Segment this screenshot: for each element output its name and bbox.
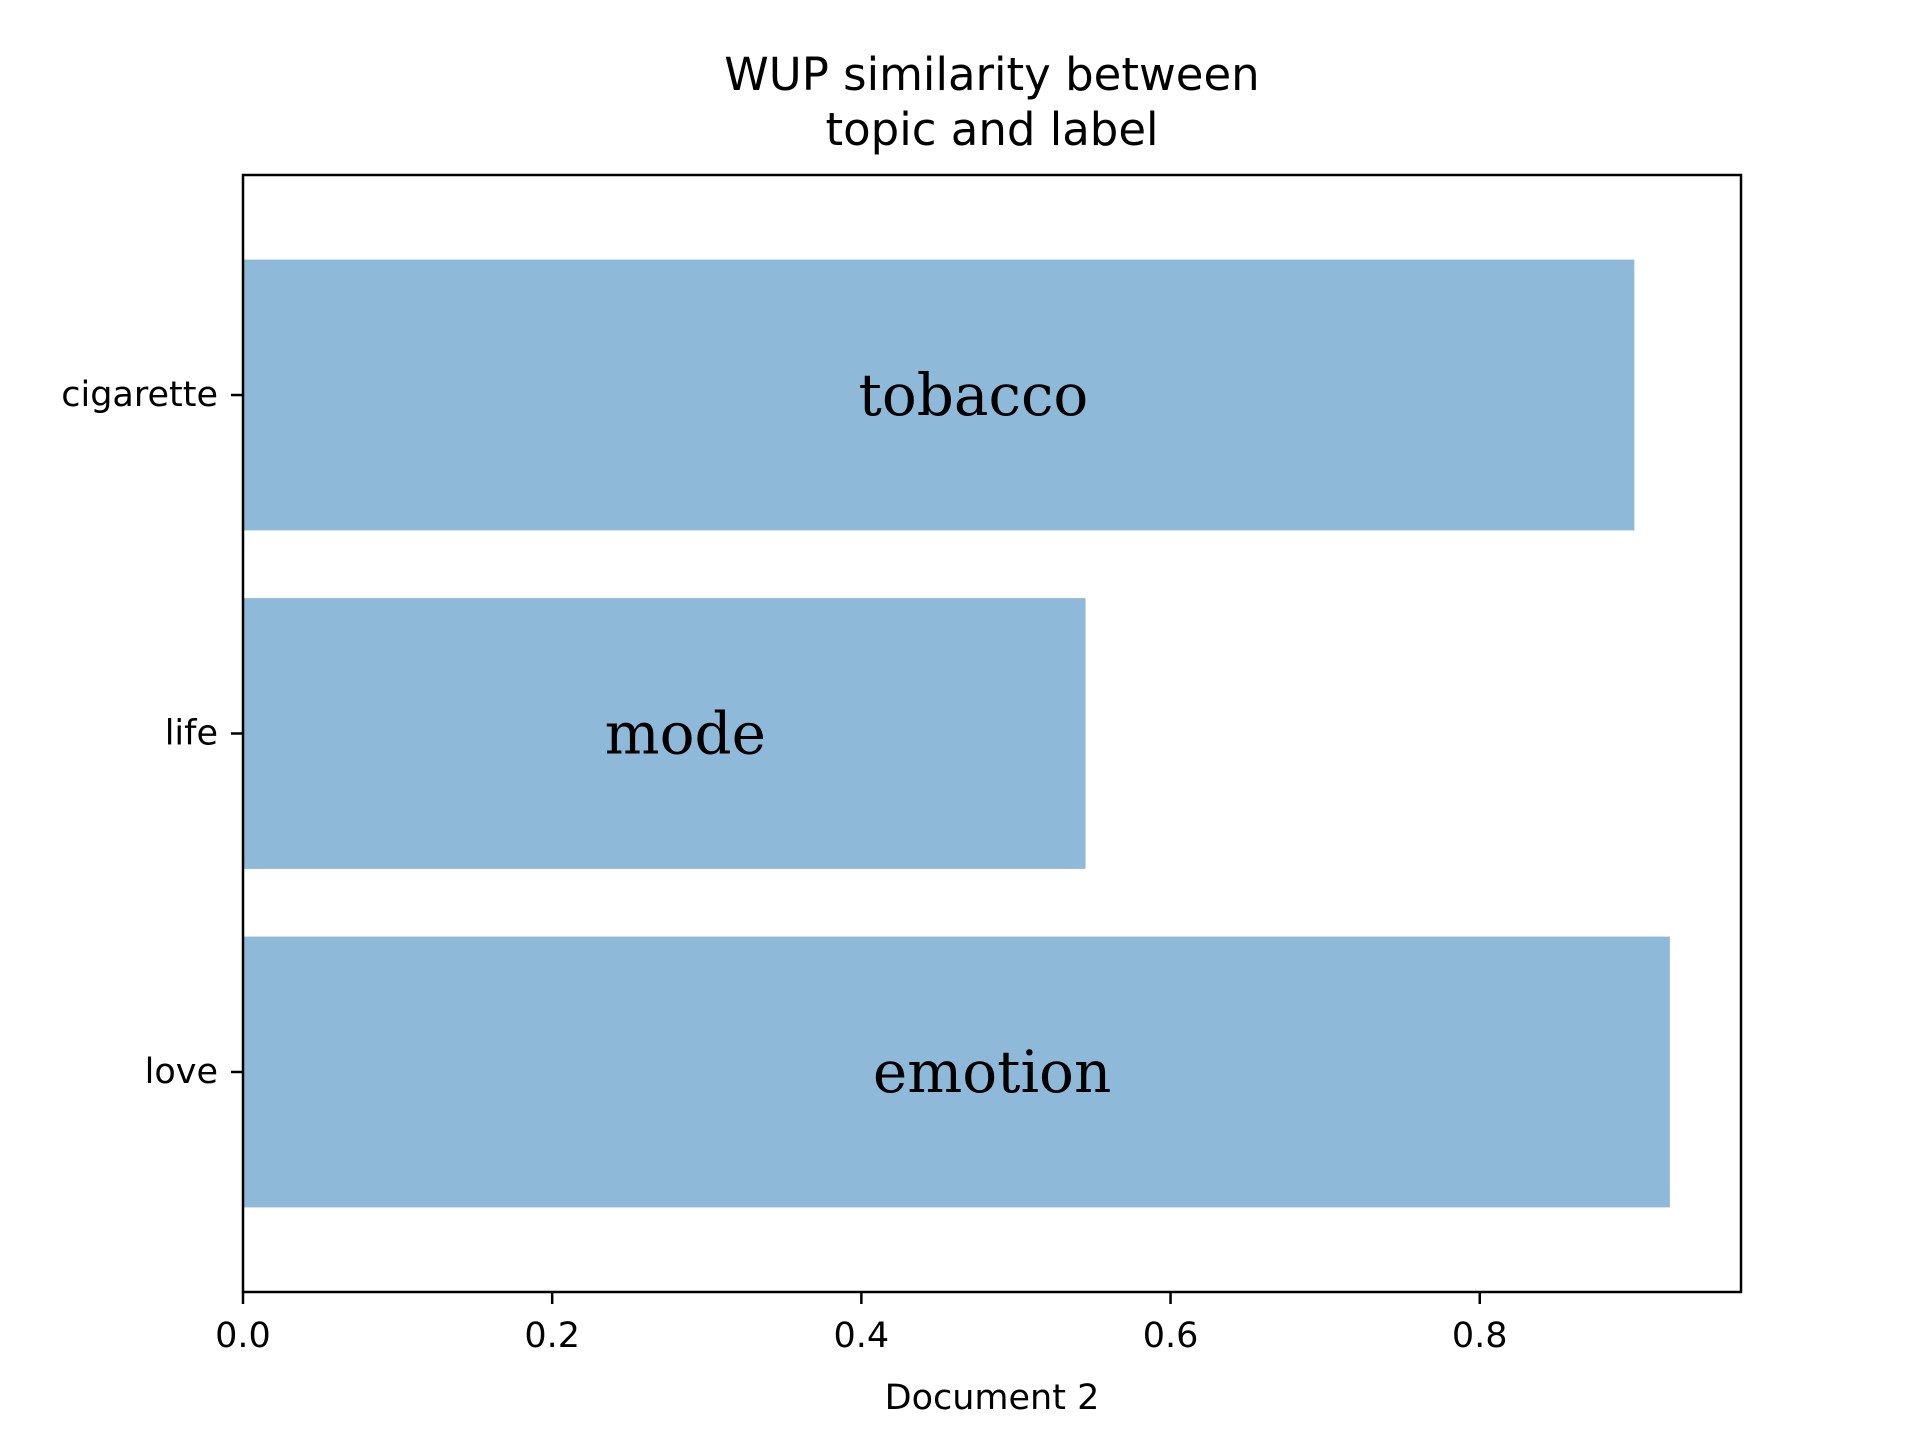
y-tick-label-life: life [165,714,218,754]
bar-life [244,598,1086,869]
bars-group [244,259,1670,1208]
bar-label-love: emotion [873,1038,1111,1106]
x-tick-label: 0.6 [1143,1316,1199,1356]
x-axis-ticks: 0.0 0.2 0.4 0.6 0.8 [215,1292,1508,1356]
y-tick-label-cigarette: cigarette [61,375,218,415]
chart-title-line: topic and label [825,103,1158,156]
x-axis-label: Document 2 [885,1378,1100,1418]
x-tick-label: 0.4 [834,1316,890,1356]
x-tick-label: 0.2 [524,1316,580,1356]
x-tick-label: 0.8 [1452,1316,1508,1356]
bar-label-life: mode [605,700,766,768]
y-axis-ticks: cigarette life love [61,375,243,1092]
bar-cigarette [244,259,1635,531]
bar-love [244,936,1670,1208]
y-tick-label-love: love [145,1052,218,1092]
chart-title: WUP similarity between topic and label [724,48,1259,156]
x-tick-label: 0.0 [215,1316,271,1356]
bar-label-cigarette: tobacco [859,361,1089,429]
chart-title-line: WUP similarity between [724,48,1259,101]
bar-labels-group: tobacco mode emotion [605,361,1112,1106]
